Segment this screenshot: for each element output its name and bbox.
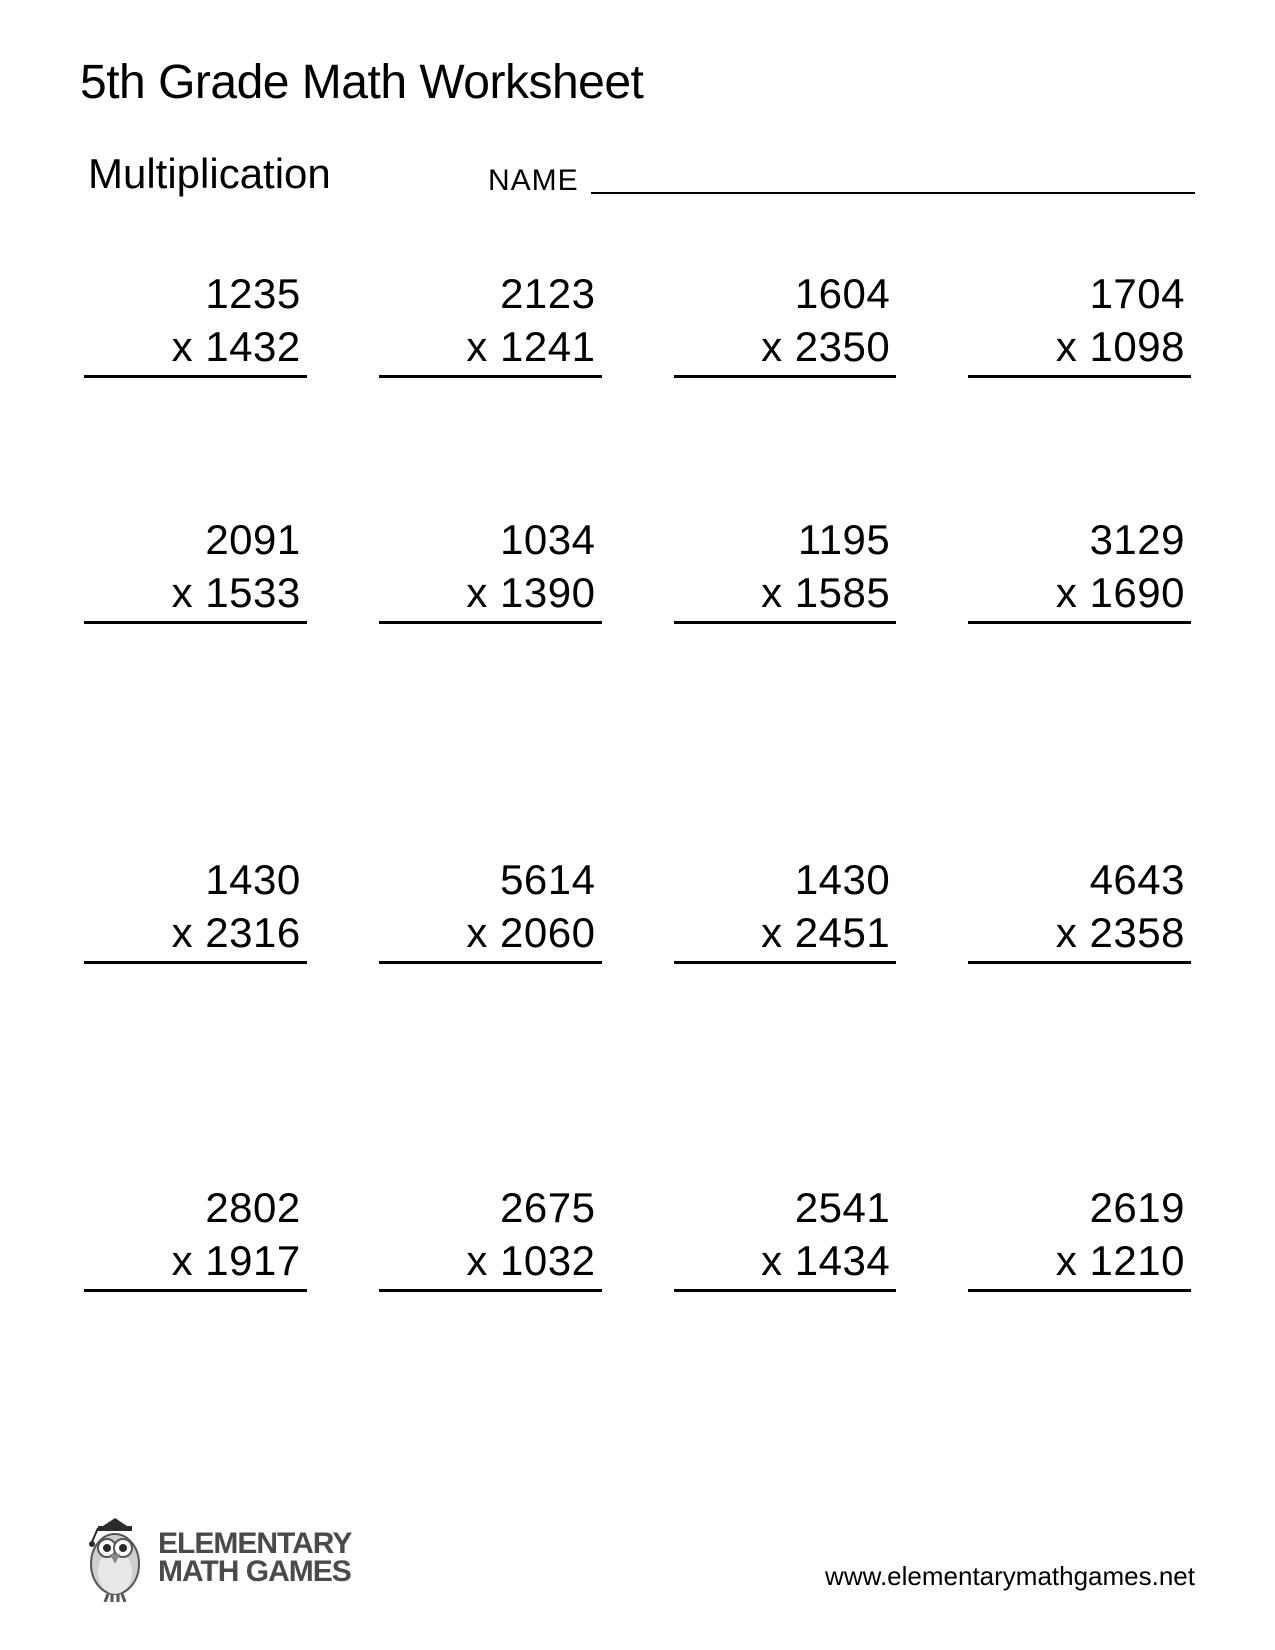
logo-line-2: Math Games (158, 1558, 351, 1587)
multiplicand: 1604 (674, 268, 897, 321)
row-spacer (84, 378, 1191, 514)
problem-3-2: 2541 x 1434 (674, 1182, 897, 1292)
multiplicand: 3129 (968, 514, 1191, 567)
multiplier: x 1241 (379, 321, 602, 379)
multiplicand: 5614 (379, 854, 602, 907)
problem-3-1: 2675 x 1032 (379, 1182, 602, 1292)
problem-0-1: 2123 x 1241 (379, 268, 602, 378)
multiplier: x 1390 (379, 567, 602, 625)
multiplier: x 1690 (968, 567, 1191, 625)
problem-2-0: 1430 x 2316 (84, 854, 307, 964)
multiplier: x 2358 (968, 907, 1191, 965)
problem-1-1: 1034 x 1390 (379, 514, 602, 624)
multiplicand: 2091 (84, 514, 307, 567)
multiplicand: 4643 (968, 854, 1191, 907)
multiplicand: 2123 (379, 268, 602, 321)
problem-0-3: 1704 x 1098 (968, 268, 1191, 378)
multiplicand: 1034 (379, 514, 602, 567)
subtitle: Multiplication (88, 150, 488, 198)
logo-line-1: Elementary (158, 1530, 351, 1559)
multiplier: x 1032 (379, 1235, 602, 1293)
owl-icon (80, 1514, 150, 1602)
multiplicand: 2802 (84, 1182, 307, 1235)
multiplicand: 1430 (674, 854, 897, 907)
multiplier: x 2316 (84, 907, 307, 965)
problems-grid: 1235 x 1432 2123 x 1241 1604 x 2350 1704… (80, 268, 1195, 1292)
page-title: 5th Grade Math Worksheet (80, 55, 1195, 110)
row-spacer (84, 624, 1191, 854)
multiplicand: 2619 (968, 1182, 1191, 1235)
header-row: Multiplication NAME (80, 150, 1195, 198)
problem-0-2: 1604 x 2350 (674, 268, 897, 378)
problem-1-0: 2091 x 1533 (84, 514, 307, 624)
multiplier: x 1917 (84, 1235, 307, 1293)
footer-url: www.elementarymathgames.net (825, 1561, 1195, 1602)
problem-1-3: 3129 x 1690 (968, 514, 1191, 624)
logo-block: Elementary Math Games (80, 1514, 351, 1602)
multiplicand: 1430 (84, 854, 307, 907)
problem-3-3: 2619 x 1210 (968, 1182, 1191, 1292)
name-input-line[interactable] (591, 192, 1195, 194)
multiplier: x 1585 (674, 567, 897, 625)
logo-text: Elementary Math Games (158, 1530, 351, 1587)
problem-1-2: 1195 x 1585 (674, 514, 897, 624)
multiplier: x 1210 (968, 1235, 1191, 1293)
multiplicand: 1235 (84, 268, 307, 321)
multiplier: x 1432 (84, 321, 307, 379)
multiplicand: 2541 (674, 1182, 897, 1235)
multiplier: x 1434 (674, 1235, 897, 1293)
problem-2-2: 1430 x 2451 (674, 854, 897, 964)
multiplier: x 2350 (674, 321, 897, 379)
multiplicand: 2675 (379, 1182, 602, 1235)
problem-2-1: 5614 x 2060 (379, 854, 602, 964)
multiplier: x 1098 (968, 321, 1191, 379)
row-spacer (84, 964, 1191, 1182)
problem-0-0: 1235 x 1432 (84, 268, 307, 378)
multiplier: x 2060 (379, 907, 602, 965)
multiplier: x 1533 (84, 567, 307, 625)
problem-3-0: 2802 x 1917 (84, 1182, 307, 1292)
problem-2-3: 4643 x 2358 (968, 854, 1191, 964)
name-field-block: NAME (488, 164, 1195, 198)
multiplier: x 2451 (674, 907, 897, 965)
multiplicand: 1704 (968, 268, 1191, 321)
multiplicand: 1195 (674, 514, 897, 567)
footer: Elementary Math Games www.elementarymath… (0, 1514, 1275, 1602)
name-label: NAME (488, 164, 579, 198)
